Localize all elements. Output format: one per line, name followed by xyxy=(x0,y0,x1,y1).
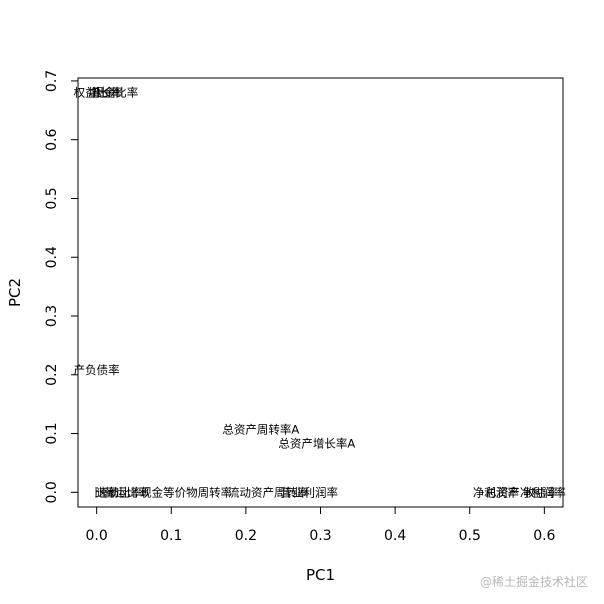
y-tick-label: 0.3 xyxy=(44,305,60,327)
y-tick-label: 0.5 xyxy=(44,187,60,209)
y-tick-label: 0.2 xyxy=(44,364,60,386)
point-label: 收益率 xyxy=(523,485,558,499)
x-tick-label: 0.1 xyxy=(160,528,182,544)
point-label: 现金等价物周转率 xyxy=(140,485,232,499)
point-label: 营运比率 xyxy=(104,485,150,499)
point-label: 总资产周转率A xyxy=(222,422,299,436)
point-label: 增长率 xyxy=(88,86,123,100)
axes: 0.0 0.1 0.2 0.3 0.4 0.5 0.6 0.0 0.1 0.2 0.3 0.4 0.5 0… xyxy=(6,70,564,584)
y-tick-label: 0.7 xyxy=(44,70,60,92)
x-axis-title: PC1 xyxy=(306,566,335,584)
watermark: @稀土掘金技术社区 xyxy=(479,575,588,589)
x-tick-label: 0.2 xyxy=(235,528,257,544)
point-label: 净利润率 xyxy=(473,485,519,499)
x-tick-label: 0.6 xyxy=(533,528,555,544)
point-label: 总资产净利润率 xyxy=(485,485,566,499)
point-label: 总资产增长率A xyxy=(278,437,355,451)
point-label: 现金比率 xyxy=(92,86,138,100)
point-label: 营业利润率 xyxy=(281,485,339,499)
x-tick-label: 0.5 xyxy=(459,528,481,544)
x-tick-label: 0.0 xyxy=(86,528,108,544)
point-label: 权益比率 xyxy=(74,86,120,100)
y-axis-title: PC2 xyxy=(6,278,24,307)
x-tick-label: 0.4 xyxy=(384,528,406,544)
point-label: 速动比率 xyxy=(96,485,142,499)
y-tick-label: 0.1 xyxy=(44,422,60,444)
point-label: 产负债率 xyxy=(74,363,120,377)
x-tick-label: 0.3 xyxy=(309,528,331,544)
y-tick-label: 0.4 xyxy=(44,246,60,268)
point-label: 流动资产周转率 xyxy=(228,485,309,499)
y-tick-label: 0.6 xyxy=(44,128,60,150)
point-label: 比率 xyxy=(94,485,117,499)
y-tick-label: 0.0 xyxy=(44,481,60,503)
